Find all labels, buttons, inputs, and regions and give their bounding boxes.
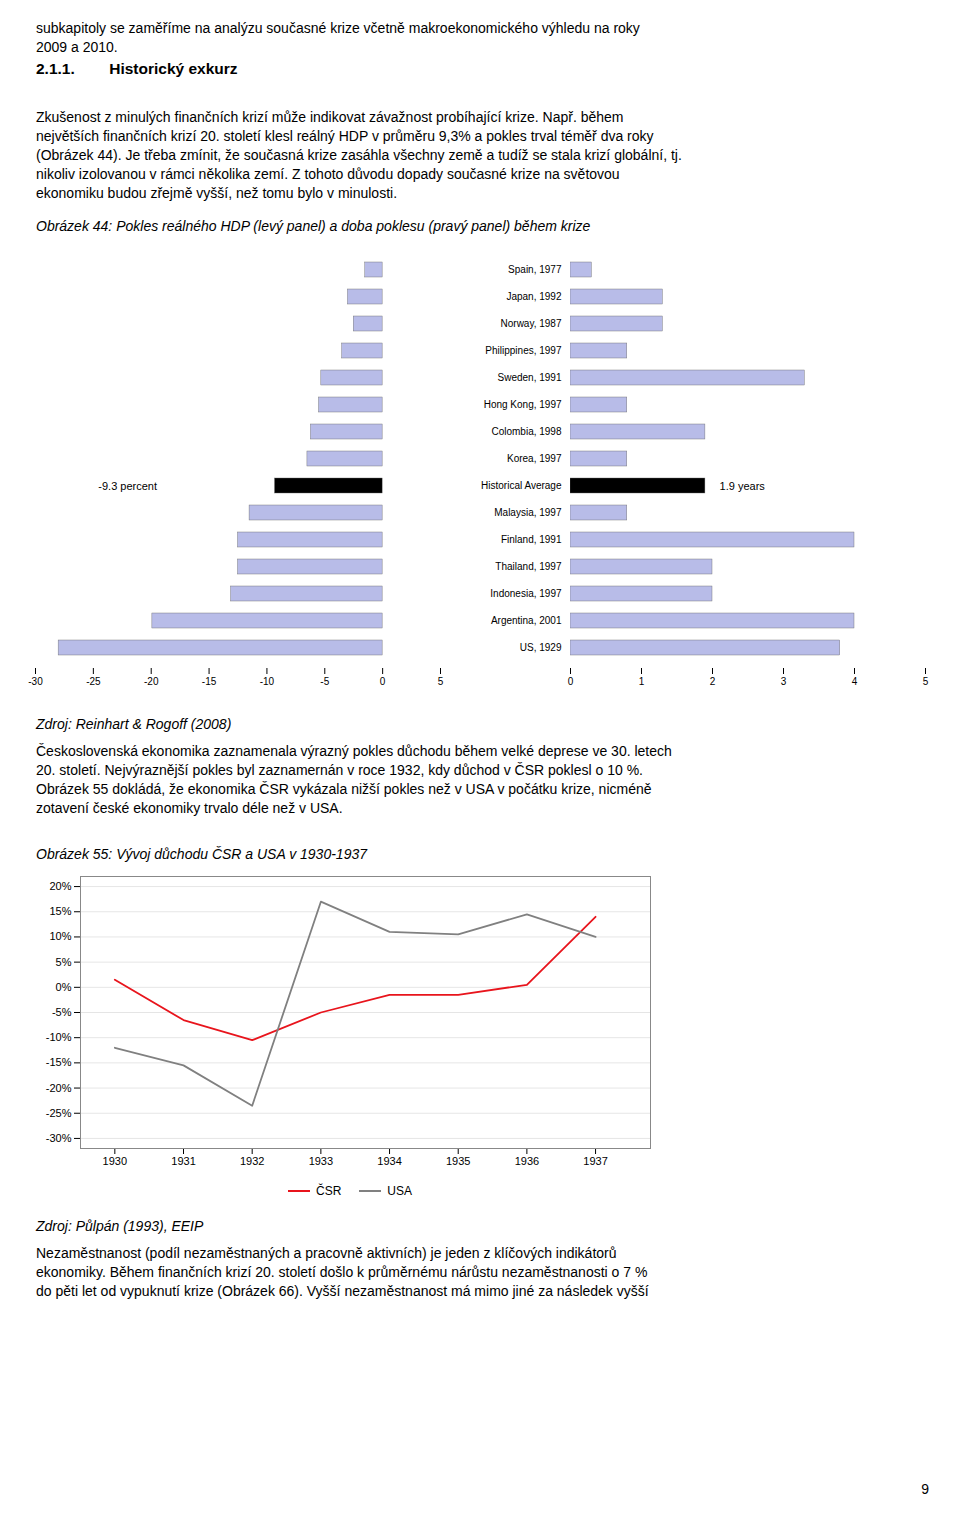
svg-text:-15: -15 [202,676,217,687]
svg-text:20%: 20% [49,880,71,892]
svg-text:15%: 15% [49,905,71,917]
svg-text:-10%: -10% [46,1031,72,1043]
svg-text:Spain, 1977: Spain, 1977 [508,264,562,275]
svg-text:1934: 1934 [377,1155,401,1167]
svg-text:-10: -10 [260,676,275,687]
svg-text:Thailand, 1997: Thailand, 1997 [495,561,562,572]
svg-text:-30: -30 [28,676,43,687]
svg-text:0: 0 [568,676,574,687]
svg-text:Sweden, 1991: Sweden, 1991 [498,372,562,383]
html-text:Zdroj: Reinhart & Rogoff (2008: Zdroj: Reinhart & Rogoff (2008) [36,716,232,732]
html-text:Nezaměstnanost (podíl nezaměst: Nezaměstnanost (podíl nezaměstnaných a p… [36,1245,649,1299]
svg-text:Colombia, 1998: Colombia, 1998 [491,426,561,437]
html-text:ČSR: ČSR [316,1184,342,1198]
html-text:9: 9 [921,1481,929,1498]
svg-text:1931: 1931 [171,1155,195,1167]
svg-text:Norway, 1987: Norway, 1987 [501,318,562,329]
svg-text:1932: 1932 [240,1155,264,1167]
svg-text:-5%: -5% [52,1006,72,1018]
svg-text:5: 5 [923,676,929,687]
svg-text:0%: 0% [56,981,72,993]
svg-text:US, 1929: US, 1929 [520,642,562,653]
svg-text:-15%: -15% [46,1056,72,1068]
svg-text:Japan, 1992: Japan, 1992 [506,291,561,302]
svg-text:-20%: -20% [46,1082,72,1094]
svg-text:2: 2 [710,676,716,687]
html-text:Zdroj: Půlpán (1993), EEIP: Zdroj: Půlpán (1993), EEIP [36,1218,204,1234]
svg-text:Malaysia, 1997: Malaysia, 1997 [494,507,562,518]
svg-text:Finland, 1991: Finland, 1991 [501,534,562,545]
svg-text:Korea, 1997: Korea, 1997 [507,453,562,464]
html-text:USA: USA [387,1184,412,1198]
svg-text:-20: -20 [144,676,159,687]
svg-text:Indonesia, 1997: Indonesia, 1997 [490,588,562,599]
svg-text:-5: -5 [320,676,329,687]
svg-text:Philippines, 1997: Philippines, 1997 [485,345,562,356]
svg-text:1.9 years: 1.9 years [720,480,766,492]
svg-text:-25: -25 [86,676,101,687]
svg-text:Argentina, 2001: Argentina, 2001 [491,615,562,626]
svg-text:4: 4 [852,676,858,687]
html-text:Československá ekonomika zazna: Československá ekonomika zaznamenala výr… [36,743,672,816]
html-text:subkapitoly se zaměříme na ana: subkapitoly se zaměříme na analýzu souča… [36,20,640,55]
svg-text:1936: 1936 [515,1155,539,1167]
svg-text:1933: 1933 [309,1155,333,1167]
svg-text:1930: 1930 [103,1155,127,1167]
html-text:Zkušenost z minulých finančníc: Zkušenost z minulých finančních krizí mů… [36,109,682,201]
html-text:2.1.1. Historický exkurz: 2.1.1. Historický exkurz [36,60,238,77]
svg-text:10%: 10% [49,930,71,942]
svg-text:1: 1 [639,676,645,687]
html-text:Obrázek 44: Pokles reálného HD: Obrázek 44: Pokles reálného HDP (levý pa… [36,218,591,234]
html-text:Obrázek 55: Vývoj důchodu ČSR: Obrázek 55: Vývoj důchodu ČSR a USA v 19… [36,846,367,862]
svg-text:-30%: -30% [46,1132,72,1144]
svg-text:5%: 5% [56,956,72,968]
svg-text:-25%: -25% [46,1107,72,1119]
svg-text:1935: 1935 [446,1155,470,1167]
svg-text:5: 5 [438,676,444,687]
svg-text:Historical Average: Historical Average [481,480,562,491]
svg-text:-9.3 percent: -9.3 percent [98,480,157,492]
svg-text:3: 3 [781,676,787,687]
svg-text:0: 0 [380,676,386,687]
svg-text:1937: 1937 [583,1155,607,1167]
svg-text:Hong Kong, 1997: Hong Kong, 1997 [484,399,562,410]
